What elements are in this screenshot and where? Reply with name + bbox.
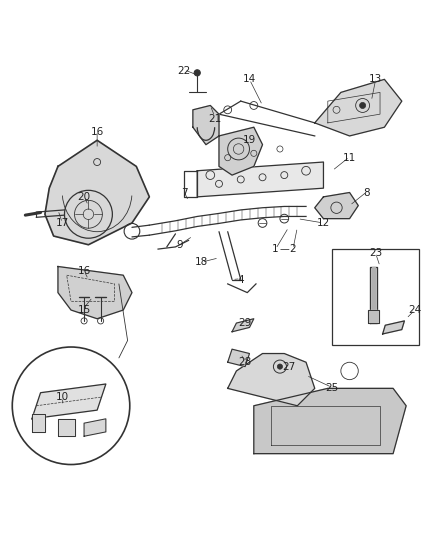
- Text: 12: 12: [317, 218, 330, 228]
- Circle shape: [194, 70, 200, 76]
- Polygon shape: [32, 384, 106, 419]
- Polygon shape: [228, 349, 250, 367]
- Polygon shape: [254, 389, 406, 454]
- Text: 18: 18: [195, 257, 208, 267]
- Text: 22: 22: [177, 66, 191, 76]
- Text: 29: 29: [238, 318, 252, 328]
- Polygon shape: [368, 310, 379, 323]
- Polygon shape: [58, 419, 75, 436]
- Polygon shape: [371, 266, 377, 323]
- Text: 1: 1: [272, 244, 279, 254]
- Polygon shape: [228, 353, 315, 406]
- Text: 23: 23: [369, 248, 382, 259]
- Polygon shape: [372, 266, 375, 310]
- Text: 9: 9: [177, 240, 183, 250]
- Text: 28: 28: [238, 357, 252, 367]
- Text: 8: 8: [364, 188, 370, 198]
- Text: 14: 14: [243, 75, 256, 84]
- Circle shape: [360, 102, 366, 109]
- Text: 17: 17: [56, 218, 69, 228]
- Text: 27: 27: [282, 361, 295, 372]
- Text: 10: 10: [56, 392, 69, 402]
- Text: 15: 15: [78, 305, 91, 315]
- Polygon shape: [232, 319, 254, 332]
- Text: 16: 16: [91, 126, 104, 136]
- Text: 11: 11: [343, 152, 356, 163]
- Circle shape: [277, 364, 283, 369]
- Text: 13: 13: [369, 75, 382, 84]
- Text: 24: 24: [408, 305, 421, 315]
- Polygon shape: [84, 419, 106, 436]
- Text: —: —: [279, 244, 289, 254]
- Text: 2: 2: [290, 244, 296, 254]
- Text: 20: 20: [78, 192, 91, 202]
- Bar: [332, 249, 419, 345]
- Polygon shape: [197, 162, 323, 197]
- Polygon shape: [219, 127, 262, 175]
- Polygon shape: [45, 140, 149, 245]
- Polygon shape: [383, 321, 404, 334]
- Polygon shape: [58, 266, 132, 319]
- Polygon shape: [315, 192, 358, 219]
- Text: 21: 21: [208, 114, 221, 124]
- Text: 4: 4: [237, 274, 244, 285]
- Text: 16: 16: [78, 266, 91, 276]
- Polygon shape: [32, 415, 45, 432]
- Text: 7: 7: [181, 188, 187, 198]
- Text: 25: 25: [325, 383, 339, 393]
- Polygon shape: [193, 106, 219, 144]
- Polygon shape: [315, 79, 402, 136]
- Text: 19: 19: [243, 135, 256, 146]
